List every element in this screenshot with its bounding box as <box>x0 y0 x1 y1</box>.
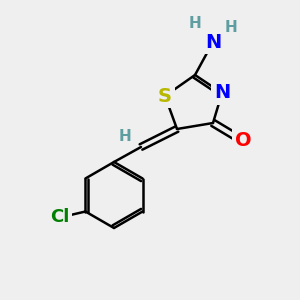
Text: H: H <box>225 20 237 34</box>
Text: S: S <box>158 86 172 106</box>
Text: H: H <box>118 129 131 144</box>
Text: H: H <box>189 16 201 32</box>
Text: N: N <box>205 32 221 52</box>
Text: O: O <box>235 131 251 151</box>
Text: N: N <box>214 83 230 103</box>
Text: Cl: Cl <box>50 208 70 226</box>
